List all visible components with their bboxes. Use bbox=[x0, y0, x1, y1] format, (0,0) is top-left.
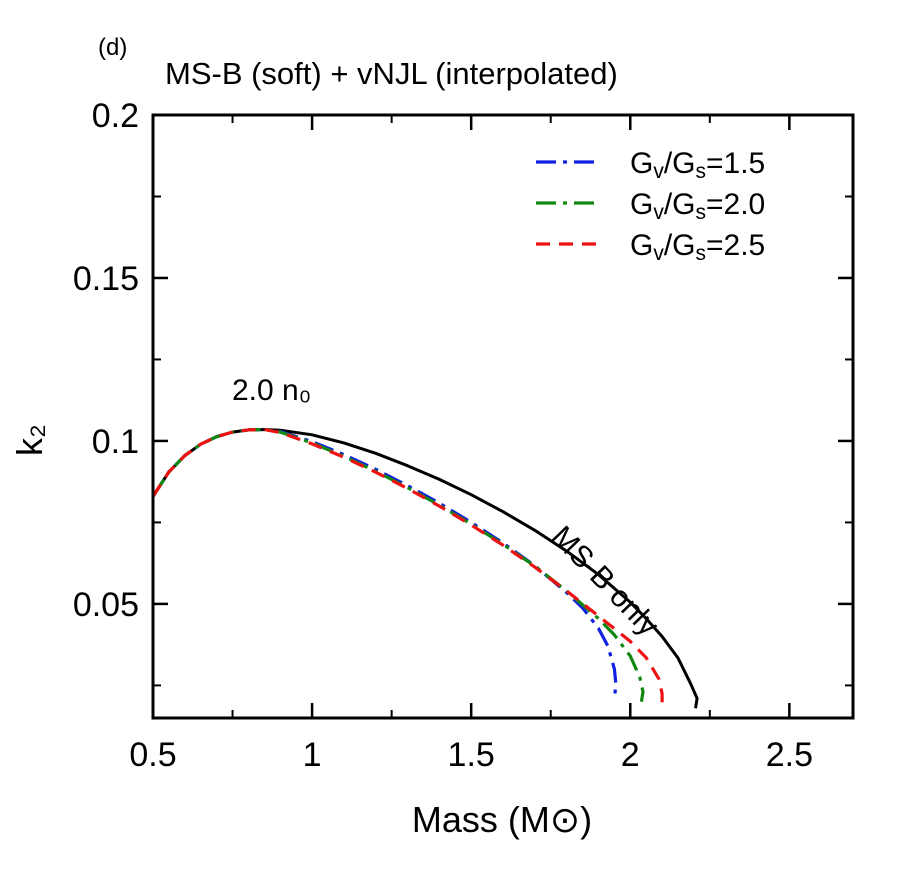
x-tick-label: 1 bbox=[303, 736, 322, 774]
y-tick-label: 0.1 bbox=[92, 423, 139, 461]
series-line-gv-gs-1-5 bbox=[151, 427, 618, 698]
y-tick-label: 0.05 bbox=[73, 586, 139, 624]
onset-density-annotation: 2.0 n₀ bbox=[232, 374, 311, 407]
x-axis-title: Mass (M⊙) bbox=[412, 799, 592, 840]
y-axis-title: k₂ bbox=[9, 424, 50, 456]
plot-curves bbox=[151, 427, 699, 709]
y-tick-label: 0.15 bbox=[73, 260, 139, 298]
panel-tag: (d) bbox=[98, 34, 127, 61]
legend-label-gv-gs-1-5: Gv/Gs=1.5 bbox=[630, 147, 765, 183]
legend-label-gv-gs-2-5: Gv/Gs=2.5 bbox=[630, 229, 765, 265]
plot-frame bbox=[151, 113, 855, 720]
x-tick-label: 2 bbox=[621, 736, 640, 774]
x-tick-label: 1.5 bbox=[448, 736, 495, 774]
chart-title: MS-B (soft) + vNJL (interpolated) bbox=[165, 56, 618, 91]
x-tick-label: 2.5 bbox=[766, 736, 813, 774]
axis-ticks: 0.5 1 1.5 2 2.5 0.05 0.1 0.15 0.2 bbox=[73, 97, 853, 774]
legend: Gv/Gs=1.5 Gv/Gs=2.0 Gv/Gs=2.5 bbox=[536, 147, 765, 265]
series-line-gv-gs-2-0 bbox=[151, 427, 645, 702]
y-tick-label: 0.2 bbox=[92, 97, 139, 135]
legend-label-gv-gs-2-0: Gv/Gs=2.0 bbox=[630, 188, 765, 224]
x-tick-label: 0.5 bbox=[129, 736, 176, 774]
